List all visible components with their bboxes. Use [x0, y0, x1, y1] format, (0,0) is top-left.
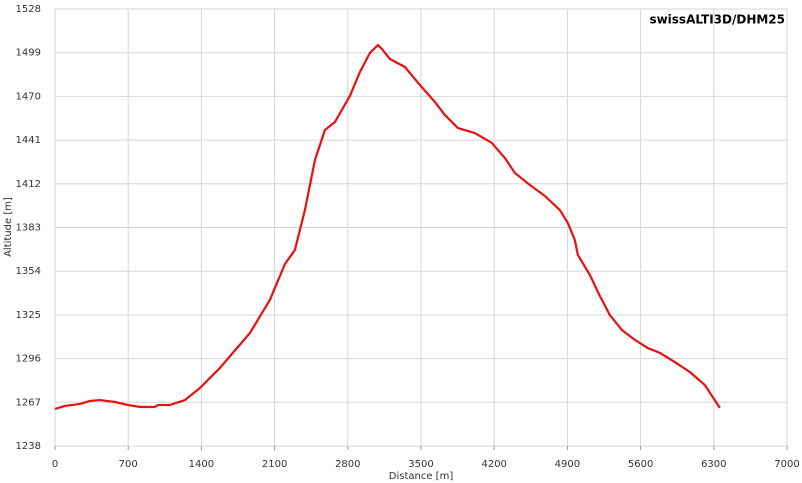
y-tick-label: 1296 — [16, 354, 41, 365]
x-axis-label: Distance [m] — [389, 471, 454, 482]
x-tick-label: 5600 — [628, 459, 653, 470]
y-tick-label: 1383 — [16, 223, 41, 234]
x-tick-label: 2100 — [262, 459, 287, 470]
x-tick-label: 4200 — [481, 459, 506, 470]
x-tick-label: 0 — [52, 459, 58, 470]
y-tick-label: 1325 — [16, 310, 41, 321]
y-tick-label: 1412 — [16, 179, 41, 190]
x-tick-label: 6300 — [701, 459, 726, 470]
y-tick-label: 1528 — [16, 4, 41, 15]
y-axis-label: Altitude [m] — [3, 197, 14, 257]
x-tick-label: 700 — [119, 459, 138, 470]
y-tick-label: 1499 — [16, 48, 41, 59]
y-tick-label: 1354 — [16, 266, 41, 277]
altitude-line — [54, 43, 721, 410]
chart-title: swissALTI3D/DHM25 — [649, 13, 785, 27]
x-tick-label: 1400 — [189, 459, 214, 470]
y-tick-label: 1238 — [16, 441, 41, 452]
y-tick-label: 1441 — [16, 135, 41, 146]
x-tick-label: 3500 — [408, 459, 433, 470]
y-tick-label: 1470 — [16, 91, 41, 102]
x-tick-label: 4900 — [555, 459, 580, 470]
x-tick-label: 7000 — [774, 459, 799, 470]
y-tick-label: 1267 — [16, 397, 41, 408]
x-tick-label: 2800 — [335, 459, 360, 470]
